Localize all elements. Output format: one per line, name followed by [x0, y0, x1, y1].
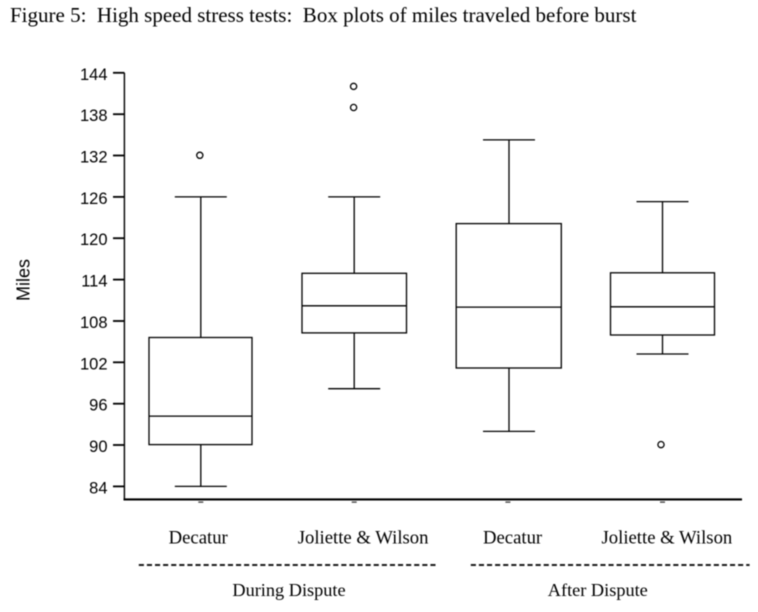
svg-text:Joliette & Wilson: Joliette & Wilson	[602, 527, 733, 548]
svg-text:138: 138	[80, 107, 108, 125]
svg-text:During Dispute: During Dispute	[232, 580, 345, 600]
svg-text:108: 108	[80, 314, 108, 332]
svg-text:Joliette & Wilson: Joliette & Wilson	[298, 527, 429, 548]
svg-text:90: 90	[89, 438, 107, 456]
svg-text:Decatur: Decatur	[483, 527, 543, 548]
svg-text:After Dispute: After Dispute	[548, 580, 648, 600]
svg-text:120: 120	[80, 231, 108, 249]
svg-text:96: 96	[89, 397, 107, 415]
svg-text:114: 114	[81, 273, 107, 291]
svg-text:144: 144	[80, 66, 108, 84]
svg-text:84: 84	[89, 479, 107, 497]
svg-text:Miles: Miles	[13, 259, 33, 301]
svg-text:102: 102	[80, 355, 108, 373]
svg-text:Decatur: Decatur	[169, 527, 229, 548]
svg-text:132: 132	[80, 149, 108, 167]
svg-text:126: 126	[80, 190, 108, 208]
svg-text:Figure 5: High speed stress t: Figure 5: High speed stress tests: Box p…	[10, 3, 637, 27]
